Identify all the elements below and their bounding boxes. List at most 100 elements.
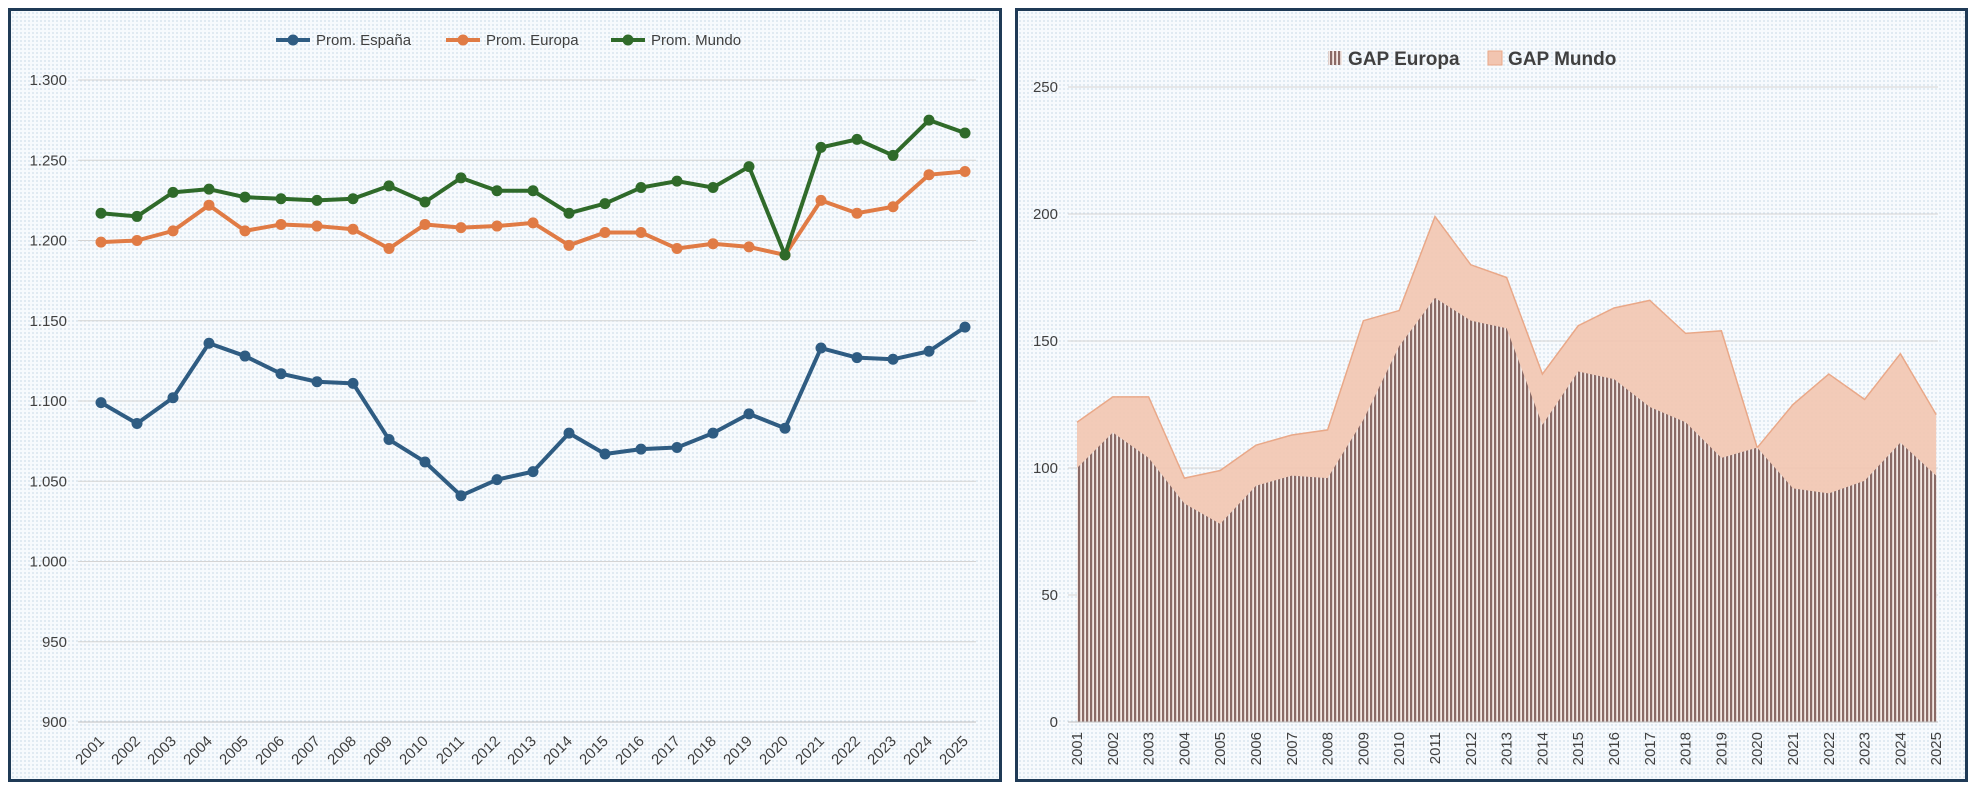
y-tick-label: 200: [1033, 206, 1058, 223]
legend-marker-espana: [287, 34, 299, 46]
x-tick-label: 2011: [433, 733, 468, 768]
x-tick-label: 2001: [1069, 732, 1086, 765]
data-point-mundo: [95, 207, 107, 219]
data-point-europa: [95, 236, 107, 248]
legend-label-mundo: Prom. Mundo: [651, 32, 741, 49]
y-tick-label: 250: [1033, 79, 1058, 96]
x-tick-label: 2013: [1499, 732, 1516, 765]
data-point-espana: [491, 474, 503, 486]
data-point-espana: [167, 392, 179, 404]
area-gap-mundo-edge: [1076, 214, 1937, 480]
data-point-espana: [671, 442, 683, 454]
data-point-mundo: [239, 191, 251, 203]
x-tick-label: 2004: [180, 733, 216, 769]
data-point-europa: [527, 217, 539, 229]
data-point-espana: [563, 427, 575, 439]
data-point-mundo: [887, 149, 899, 161]
x-tick-label: 2017: [648, 733, 684, 769]
x-tick-label: 2016: [1606, 732, 1623, 765]
area-chart-panel: 0 50 100 150 200 250 2001 2002 2003 2004 2005 2006 2…: [1015, 8, 1968, 782]
x-tick-label: 2021: [792, 733, 828, 769]
legend-swatch-gap_mundo: [1487, 50, 1503, 66]
data-point-mundo: [491, 185, 503, 197]
data-point-mundo: [743, 161, 755, 173]
data-point-europa: [707, 238, 719, 250]
y-tick-label: 1.100: [29, 393, 67, 410]
data-point-espana: [743, 408, 755, 420]
x-tick-label: 2009: [360, 733, 396, 769]
data-point-mundo: [923, 114, 935, 126]
x-tick-label: 2004: [1176, 732, 1193, 765]
y-tick-label: 1.150: [29, 313, 67, 330]
line-chart: 900 950 1.000 1.050 1.100 1.150 1.200 1.250 1.30…: [29, 32, 976, 769]
y-tick-label: 950: [42, 634, 67, 651]
area-chart: 0 50 100 150 200 250 2001 2002 2003 2004 2005 2006 2…: [1033, 49, 1945, 765]
x-tick-label: 2015: [576, 733, 612, 769]
x-tick-label: 2022: [1821, 732, 1838, 765]
data-point-europa: [923, 169, 935, 181]
legend-marker-mundo: [622, 34, 634, 46]
data-point-espana: [131, 417, 143, 429]
data-point-espana: [959, 321, 971, 333]
data-point-europa: [851, 207, 863, 219]
data-point-europa: [239, 225, 251, 237]
data-point-espana: [923, 345, 935, 357]
x-tick-label: 2008: [1320, 732, 1337, 765]
x-tick-label: 2001: [72, 733, 108, 769]
x-tick-label: 2007: [288, 733, 324, 769]
x-tick-label: 2003: [144, 733, 180, 769]
data-point-europa: [383, 243, 395, 255]
y-tick-label: 1.050: [29, 473, 67, 490]
x-tick-label: 2003: [1141, 732, 1158, 765]
x-tick-label: 2019: [720, 733, 756, 769]
data-point-espana: [527, 466, 539, 478]
data-point-mundo: [347, 193, 359, 205]
x-tick-label: 2012: [1463, 732, 1480, 765]
legend-label-gap_europa: GAP Europa: [1348, 49, 1460, 70]
x-tick-label: 2009: [1355, 732, 1372, 765]
data-point-mundo: [131, 210, 143, 222]
x-tick-label: 2012: [468, 733, 504, 769]
y-tick-label: 1.250: [29, 152, 67, 169]
legend-label-europa: Prom. Europa: [486, 32, 579, 49]
legend-label-gap_mundo: GAP Mundo: [1508, 49, 1616, 70]
data-point-europa: [131, 235, 143, 246]
x-tick-label: 2023: [864, 733, 900, 769]
y-tick-label: 50: [1041, 587, 1058, 604]
data-point-espana: [383, 434, 395, 446]
series-line-europa: [100, 169, 966, 257]
y-tick-label: 1.200: [29, 233, 67, 250]
x-tick-label: 2002: [108, 733, 144, 769]
data-point-espana: [275, 368, 287, 380]
data-point-mundo: [527, 185, 539, 197]
x-tick-label: 2017: [1642, 732, 1659, 765]
x-tick-label: 2014: [1534, 732, 1551, 765]
data-point-espana: [347, 377, 359, 389]
data-point-mundo: [563, 207, 575, 219]
x-tick-label: 2024: [1892, 732, 1909, 765]
data-point-mundo: [779, 249, 791, 261]
data-point-europa: [203, 199, 215, 211]
x-tick-label: 2010: [1391, 732, 1408, 765]
data-point-europa: [419, 218, 431, 230]
data-point-espana: [707, 427, 719, 439]
legend-marker-europa: [457, 34, 469, 46]
data-point-espana: [203, 337, 215, 349]
y-tick-label: 0: [1050, 714, 1058, 731]
data-point-europa: [743, 241, 755, 253]
x-tick-label: 2022: [828, 733, 864, 769]
data-point-europa: [563, 239, 575, 251]
data-point-mundo: [383, 180, 395, 192]
data-point-espana: [455, 490, 467, 502]
data-point-europa: [599, 226, 611, 238]
x-tick-label: 2021: [1785, 732, 1802, 765]
data-point-espana: [851, 352, 863, 364]
data-point-espana: [815, 342, 827, 354]
line-chart-panel: 900 950 1.000 1.050 1.100 1.150 1.200 1.250 1.30…: [8, 8, 1002, 782]
data-point-mundo: [419, 196, 431, 208]
y-tick-label: 1.000: [29, 554, 67, 571]
x-tick-label: 2008: [324, 733, 360, 769]
data-point-mundo: [635, 182, 647, 194]
data-point-mundo: [671, 175, 683, 187]
data-point-espana: [779, 422, 791, 434]
